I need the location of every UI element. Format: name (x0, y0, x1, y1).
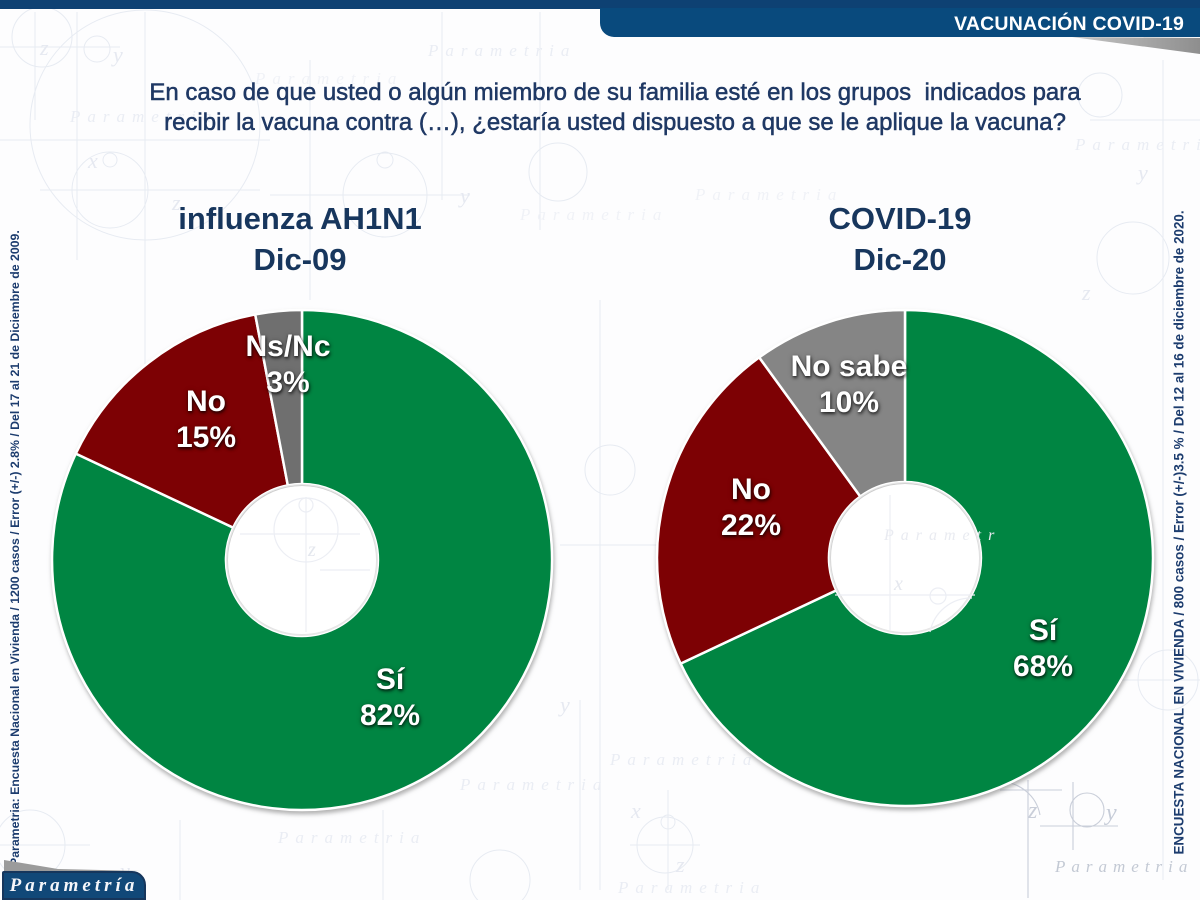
svg-text:Parametr: Parametr (883, 527, 1001, 544)
svg-text:x: x (87, 148, 98, 173)
svg-text:Parametria: Parametria (459, 775, 608, 794)
svg-text:Parametria: Parametria (69, 107, 218, 126)
svg-text:Parametria: Parametria (1054, 857, 1193, 876)
svg-text:z: z (307, 539, 316, 561)
svg-text:z: z (1027, 798, 1038, 824)
svg-text:y: y (111, 42, 123, 67)
svg-text:y: y (558, 692, 570, 717)
svg-text:z: z (171, 190, 181, 215)
svg-text:y: y (1136, 160, 1148, 185)
svg-text:Parametria: Parametria (617, 878, 766, 897)
svg-text:Parametria: Parametria (1074, 135, 1200, 154)
svg-text:Parametria: Parametria (694, 185, 843, 204)
svg-text:x: x (893, 573, 903, 595)
svg-text:z: z (1081, 280, 1091, 305)
svg-text:z: z (675, 852, 685, 877)
svg-text:y: y (458, 183, 470, 208)
svg-text:y: y (1104, 800, 1117, 826)
svg-text:Parametria: Parametria (519, 205, 668, 224)
svg-text:Parametria: Parametria (609, 750, 758, 769)
svg-text:Parametria: Parametria (254, 69, 403, 88)
svg-text:Parametria: Parametria (427, 41, 576, 60)
svg-text:z: z (39, 35, 49, 60)
svg-text:x: x (630, 798, 641, 823)
svg-text:Parametria: Parametria (277, 828, 426, 847)
